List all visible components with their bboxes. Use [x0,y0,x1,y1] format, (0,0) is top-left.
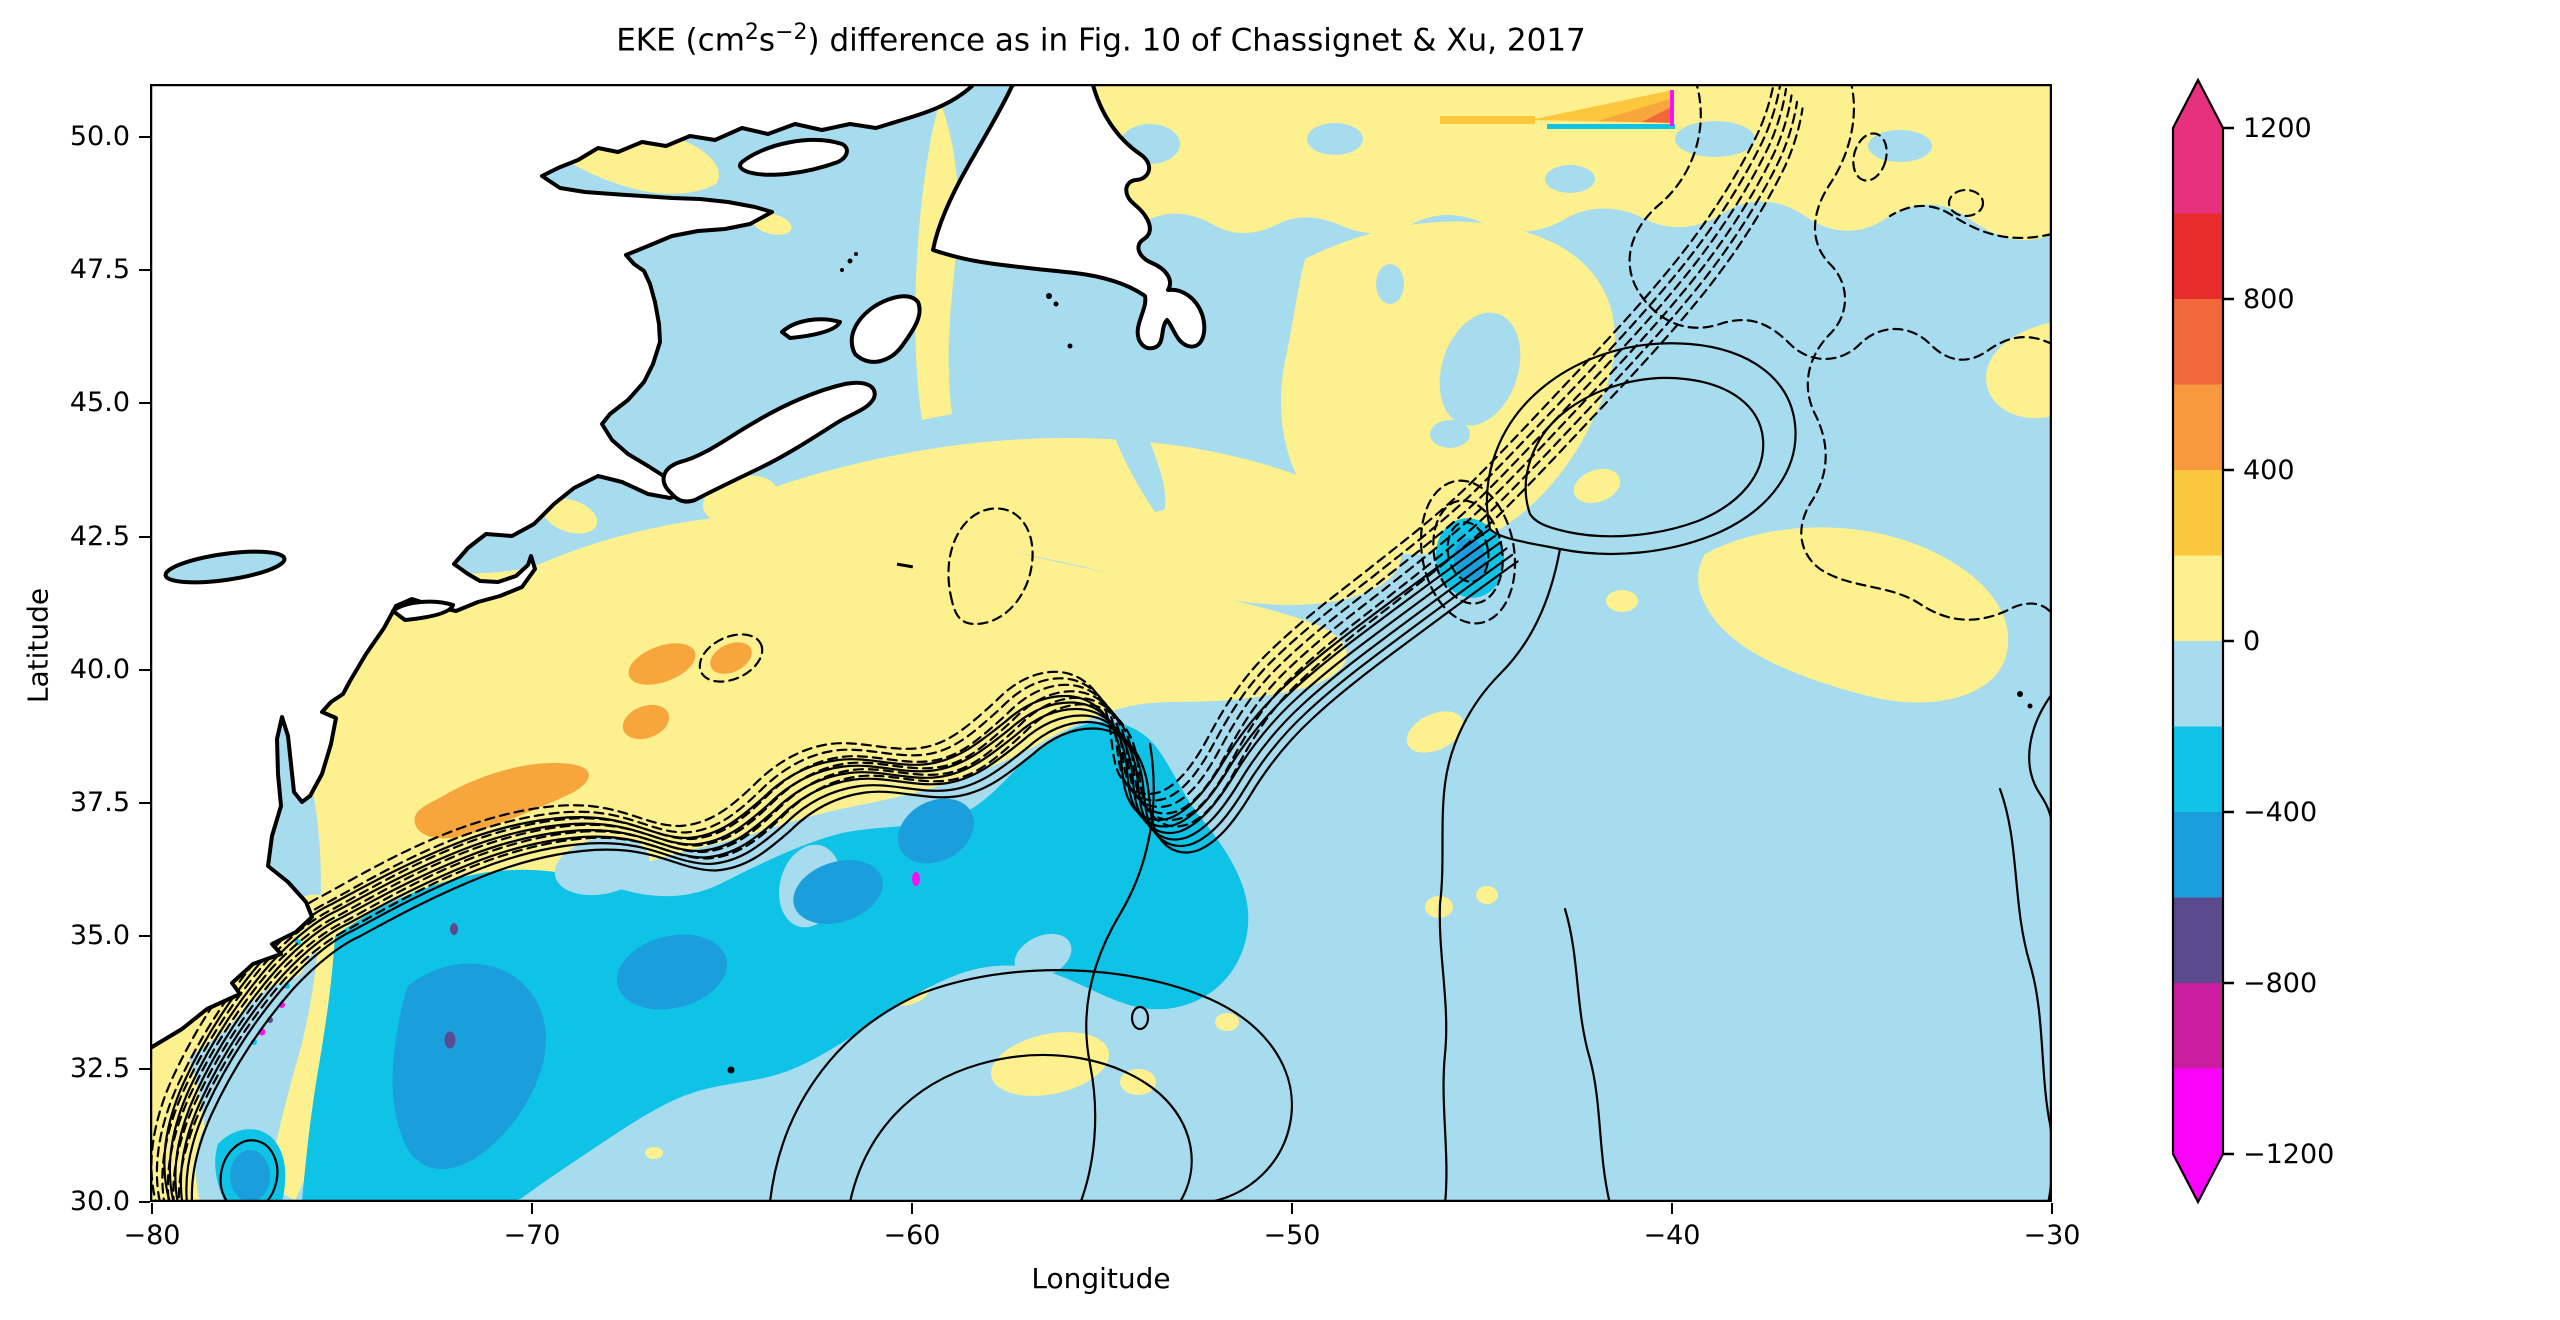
bermuda-dot [727,1066,735,1074]
colorbar-segment [2173,470,2223,556]
colorbar-tick-label: −800 [2243,968,2317,999]
colorbar-segment [2173,1068,2223,1154]
plot-border [150,84,2052,1202]
y-tick-label: 50.0 [69,121,130,153]
eke-decrease-regions [196,518,1505,1202]
x-tick-mark [911,1203,913,1214]
colorbar-segment [2173,384,2223,470]
y-tick-label: 37.5 [69,786,130,818]
y-tick-mark [139,402,150,405]
title-text-mid: s [758,22,776,59]
title-text: EKE (cm [616,22,745,59]
x-tick-label: −30 [2023,1220,2081,1251]
y-tick-mark [139,1200,150,1203]
title-superscript-2: 2 [744,20,759,45]
x-tick-mark [1671,1203,1673,1214]
y-tick-mark [139,1067,150,1070]
contours-solid-experiment [163,342,2052,1202]
x-tick-label: −40 [1643,1220,1701,1251]
land-masses [150,84,2033,1074]
x-tick-mark [1291,1203,1293,1214]
plot-title: EKE (cm2s−2) difference as in Fig. 10 of… [150,20,2052,58]
x-tick-mark [531,1203,533,1214]
colorbar-segment [2173,128,2223,214]
colorbar-tick-label: 800 [2243,284,2295,315]
colorbar-over-arrow [2173,80,2223,128]
map-plot-area [150,84,2052,1202]
y-tick-label: 45.0 [69,387,130,419]
y-tick-mark [139,801,150,804]
y-tick-label: 47.5 [69,254,130,286]
y-tick-label: 40.0 [69,653,130,685]
colorbar-tick-label: 400 [2243,455,2295,486]
colorbar-segment [2173,299,2223,385]
cape-breton-island [849,294,922,364]
colorbar-tick-label: 0 [2243,626,2260,657]
eke-strong-increase-blobs [414,90,1675,839]
anticosti-island [738,138,849,177]
title-superscript-minus2: −2 [775,20,808,45]
nova-scotia [661,380,877,504]
colorbar-under-arrow [2173,1154,2223,1202]
colorbar-segment [2173,812,2223,898]
newfoundland [931,84,1207,351]
y-axis-label: Latitude [21,587,55,704]
colorbar: 1200 800 400 0 −400 −800 −1200 [2171,77,2334,1205]
extreme-anomaly-specks [251,872,920,1049]
x-axis-label: Longitude [1031,1262,1171,1295]
small-islands [727,252,2033,1074]
y-tick-label: 35.0 [69,919,130,951]
colorbar-segment [2173,726,2223,812]
colorbar-tick-label: −1200 [2243,1139,2334,1170]
y-tick-mark [139,668,150,671]
x-tick-label: −80 [123,1220,181,1251]
colorbar-segment [2173,897,2223,983]
x-tick-mark [151,1203,153,1214]
colorbar-segment [2173,213,2223,299]
colorbar-segment [2173,555,2223,641]
colorbar-tick-label: −400 [2243,797,2317,828]
x-tick-label: −60 [883,1220,941,1251]
y-tick-mark [139,934,150,937]
y-tick-label: 42.5 [69,520,130,552]
x-tick-label: −50 [1263,1220,1321,1251]
y-tick-mark [139,136,150,139]
y-tick-mark [139,269,150,272]
lake [163,549,287,585]
colorbar-segment [2173,983,2223,1069]
prince-edward-island [780,317,842,340]
y-tick-label: 32.5 [69,1052,130,1084]
top-wedge-red [1642,106,1673,123]
contours-dashed-experiment [150,84,2052,1202]
colorbar-segment [2173,641,2223,727]
x-tick-mark [2051,1203,2053,1214]
top-wedge-cyan-underline [1547,124,1675,129]
colorbar-tick-label: 1200 [2243,113,2312,144]
background-holes [1082,121,1932,513]
y-tick-label: 30.0 [69,1185,130,1217]
y-tick-mark [139,535,150,538]
title-text-post: ) difference as in Fig. 10 of Chassignet… [807,22,1586,59]
long-island [391,599,455,622]
x-tick-label: −70 [503,1220,561,1251]
top-wedge-magenta-edge [1670,90,1674,126]
